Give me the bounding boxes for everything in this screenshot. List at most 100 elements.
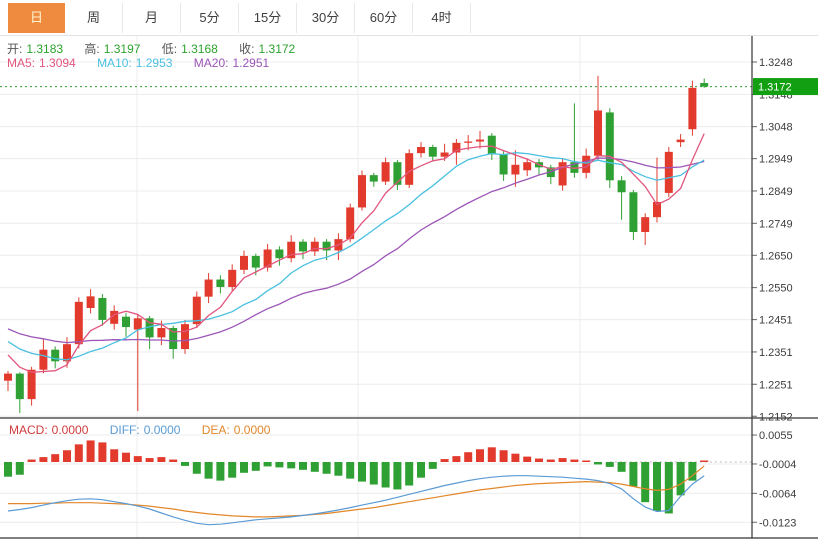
ma5-line — [7, 133, 705, 373]
candle — [299, 241, 307, 252]
price-tick-label: 1.2351 — [759, 347, 793, 359]
macd-bar — [322, 462, 331, 474]
ma10-label: MA10: — [97, 56, 132, 70]
macd-bar — [487, 447, 496, 462]
macd-bar — [157, 457, 166, 462]
candle — [393, 162, 402, 185]
candle — [51, 349, 60, 362]
macd-bar — [523, 456, 532, 462]
tab-60min[interactable]: 60分 — [355, 3, 413, 33]
candle — [653, 201, 661, 218]
candle — [664, 151, 673, 193]
candle — [570, 162, 579, 173]
candle — [204, 279, 213, 297]
dea-line — [8, 465, 705, 518]
price-tick-label: 1.3048 — [759, 122, 793, 134]
macd-bar — [4, 462, 12, 477]
price-axis: 1.32481.31481.30481.29491.28491.27491.26… — [752, 57, 793, 423]
candle — [582, 155, 591, 173]
macd-histogram — [4, 440, 709, 514]
macd-bar — [86, 440, 95, 462]
macd-tick-label: -0.0123 — [759, 517, 796, 529]
candle — [523, 162, 532, 171]
candle — [346, 207, 355, 240]
tab-5min[interactable]: 5分 — [181, 3, 239, 33]
macd-legend: MACD: 0.0000 DIFF: 0.0000 DEA: 0.0000 — [9, 423, 274, 437]
candle — [27, 369, 36, 400]
candle — [86, 296, 95, 308]
candle — [676, 139, 685, 143]
price-tick-label: 1.2650 — [759, 250, 793, 262]
macd-bar — [452, 456, 461, 462]
candles-group — [4, 75, 709, 414]
candle — [192, 296, 201, 325]
candle — [499, 154, 508, 175]
macd-bar — [464, 452, 473, 462]
macd-bar — [334, 462, 343, 476]
ohlc-legend: 开: 1.3183 高: 1.3197 低: 1.3168 收: 1.3172 — [7, 40, 299, 57]
macd-axis: 0.0055 -0.0004 -0.0064 -0.0123 — [752, 430, 796, 529]
tab-week[interactable]: 周 — [65, 3, 123, 33]
tab-month[interactable]: 月 — [123, 3, 181, 33]
price-tick-label: 1.2451 — [759, 315, 793, 327]
macd-bar — [299, 462, 307, 470]
tab-day[interactable]: 日 — [8, 3, 65, 33]
macd-bar — [228, 462, 237, 478]
macd-bar — [393, 462, 402, 490]
macd-bar — [369, 462, 378, 485]
macd-bar — [511, 453, 520, 462]
macd-bar — [641, 462, 650, 503]
candle — [688, 87, 697, 130]
diff-line — [7, 475, 705, 526]
macd-bar — [39, 457, 48, 462]
ma20-label: MA20: — [193, 56, 229, 70]
macd-bar — [629, 462, 638, 487]
candle — [216, 279, 225, 287]
low-label: 低: — [161, 42, 178, 56]
candle — [641, 217, 650, 233]
chart-canvas[interactable]: 1.32481.31481.30481.29491.28491.27491.26… — [0, 36, 818, 540]
tab-4hour[interactable]: 4时 — [413, 3, 471, 33]
candle — [629, 192, 638, 233]
macd-bar — [275, 462, 284, 468]
macd-bar — [216, 462, 225, 481]
candle — [605, 112, 614, 181]
ma5-label: MA5: — [7, 56, 36, 70]
candle — [228, 269, 237, 287]
macd-bar — [440, 459, 449, 462]
macd-tick-label: -0.0004 — [759, 459, 796, 471]
macd-bar — [664, 462, 673, 514]
candle — [700, 83, 709, 87]
open-label: 开: — [7, 42, 23, 56]
candle — [39, 349, 48, 370]
macd-bar — [122, 452, 130, 462]
macd-label: MACD: — [9, 423, 48, 437]
macd-bar — [98, 442, 107, 462]
candle — [594, 110, 602, 156]
candle — [4, 373, 12, 381]
ma10-line — [7, 152, 705, 361]
macd-tick-label: -0.0064 — [759, 488, 796, 500]
candle — [263, 249, 272, 268]
candle — [110, 310, 119, 324]
diff-value: 0.0000 — [143, 423, 181, 437]
ma10-value: 1.2953 — [135, 56, 173, 70]
macd-bar — [358, 462, 366, 482]
macd-bar — [499, 450, 508, 462]
macd-bar — [405, 462, 414, 486]
candle — [464, 141, 473, 143]
ma20-value: 1.2951 — [232, 56, 270, 70]
macd-bar — [15, 462, 24, 475]
macd-bar — [558, 458, 567, 462]
candle — [369, 175, 378, 182]
price-tick-label: 1.2550 — [759, 283, 793, 295]
candle — [617, 180, 626, 193]
diff-label: DIFF: — [109, 423, 140, 437]
price-tick-label: 1.2849 — [759, 186, 793, 198]
tab-15min[interactable]: 15分 — [239, 3, 297, 33]
macd-bar — [145, 458, 154, 462]
candle — [428, 147, 437, 157]
tab-30min[interactable]: 30分 — [297, 3, 355, 33]
candle — [440, 152, 449, 157]
